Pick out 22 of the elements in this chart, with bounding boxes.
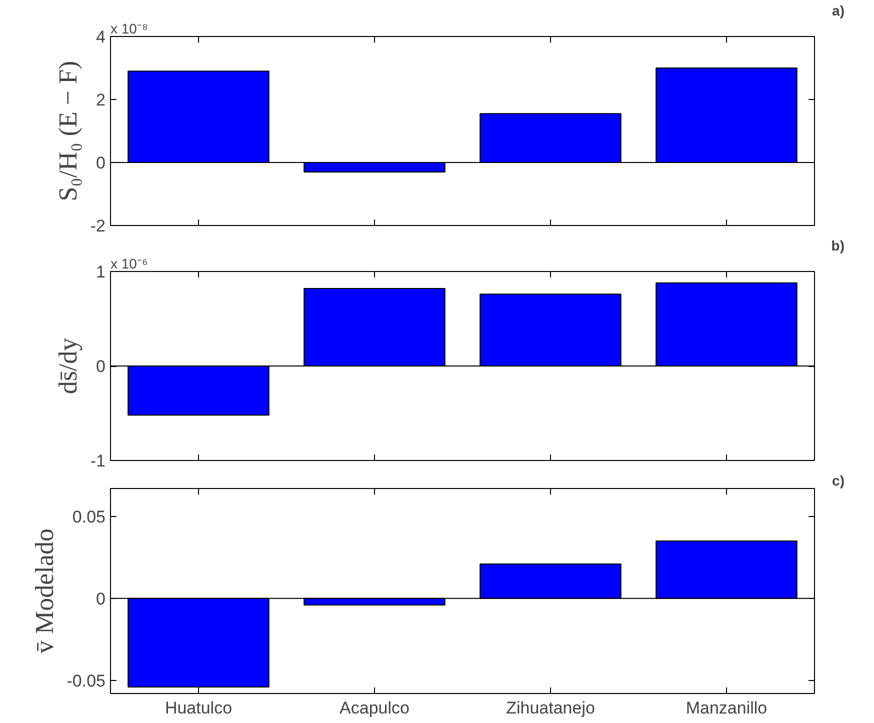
y-tick-label: 1 — [96, 262, 106, 282]
x-tick-label: Acapulco — [340, 698, 410, 718]
x-tick-label: Huatulco — [164, 698, 232, 718]
text: x 10⁻⁶ — [110, 256, 148, 272]
y-tick-label: 4 — [96, 28, 106, 46]
text: c) — [832, 472, 845, 488]
y-tick-label: 2 — [96, 90, 106, 110]
y-tick-label: 0 — [96, 154, 106, 172]
x-tick-label: Manzanillo — [686, 698, 768, 718]
y-tick-label: -1 — [90, 452, 106, 470]
y-axis-title: S₀/H₀ (E − F) — [53, 60, 82, 202]
y-tick-label: 0 — [96, 589, 106, 608]
x-tick-label: Zihuatanejo — [506, 698, 595, 718]
annotation: x 10⁻⁸ — [110, 20, 148, 36]
text: b) — [831, 238, 845, 254]
y-axis-title: ds̄/dy — [53, 338, 82, 394]
y-tick-label: 0.05 — [72, 507, 106, 526]
y-tick-label: -0.05 — [66, 671, 106, 690]
y-axis-title: v̄ Modelado — [30, 528, 59, 654]
y-tick-label: 0 — [96, 357, 106, 376]
text: a) — [832, 2, 845, 18]
y-tick-label: -2 — [90, 216, 106, 236]
